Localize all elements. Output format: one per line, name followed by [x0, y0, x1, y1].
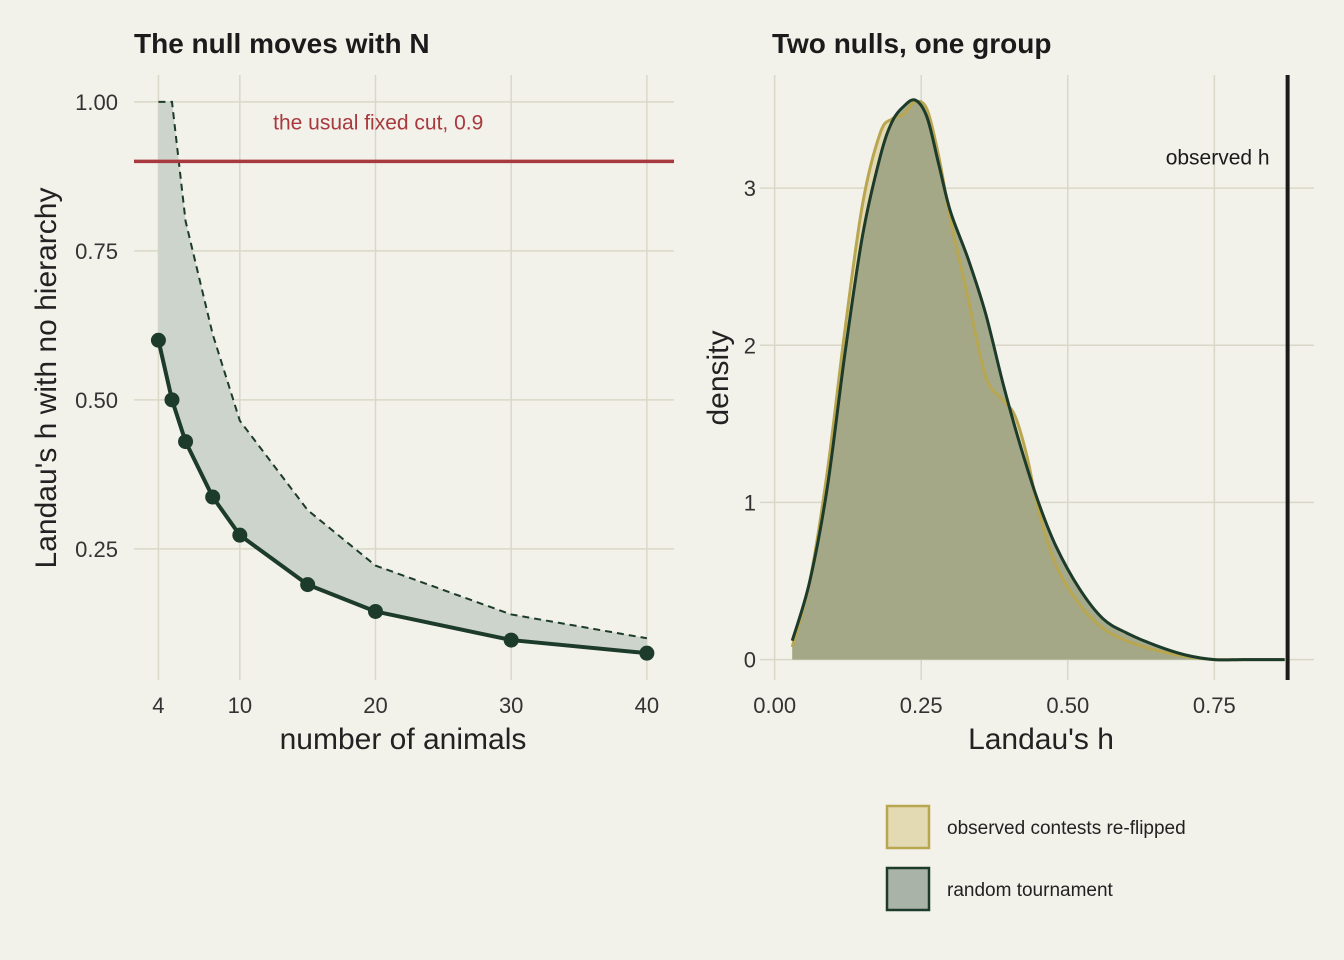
left-x-tick-label: 40 [635, 693, 659, 718]
legend-swatch-observed [885, 804, 931, 850]
density-line-random [790, 98, 1285, 662]
left-band-area [158, 101, 647, 654]
right-x-tick-label: 0.75 [1193, 693, 1236, 718]
left-x-tick-label: 10 [228, 693, 252, 718]
left-data-point [232, 527, 248, 543]
left-marks: the usual fixed cut, 0.9 [134, 100, 674, 661]
left-x-tick-label: 4 [152, 693, 164, 718]
left-tick-labels: 4 10 20 30 40 0.25 0.50 0.75 1.00 [75, 90, 659, 718]
right-y-tick-label: 2 [744, 333, 756, 358]
left-y-tick-label: 0.25 [75, 537, 118, 562]
right-panel: Two nulls, one group observed h 0.00 0.25… [702, 28, 1314, 756]
left-data-point [639, 645, 655, 661]
density-line-observed [790, 99, 1285, 662]
right-chart-title: Two nulls, one group [772, 28, 1051, 59]
left-upper-dashed-line [158, 100, 648, 640]
right-x-axis-title: Landau's h [968, 723, 1114, 756]
left-x-axis-title: number of animals [280, 723, 527, 756]
left-data-point [503, 632, 519, 648]
left-y-axis-title: Landau's h with no hierarchy [30, 188, 63, 569]
right-y-tick-label: 3 [744, 176, 756, 201]
right-x-tick-label: 0.00 [753, 693, 796, 718]
left-reference-label: the usual fixed cut, 0.9 [273, 111, 483, 134]
observed-h-label: observed h [1166, 147, 1270, 170]
right-marks: observed h [790, 75, 1290, 680]
right-x-tick-label: 0.50 [1046, 693, 1089, 718]
left-x-tick-label: 20 [363, 693, 387, 718]
right-tick-labels: 0.00 0.25 0.50 0.75 0 1 2 3 [744, 176, 1236, 718]
right-y-axis-title: density [702, 330, 735, 425]
left-panel: The null moves with N the usual fixed cu… [30, 28, 674, 756]
left-data-point [300, 577, 316, 593]
left-data-point [178, 434, 194, 450]
legend-swatch-random [885, 866, 931, 912]
density-area-random [792, 99, 1285, 660]
right-x-tick-label: 0.25 [900, 693, 943, 718]
left-chart-title: The null moves with N [134, 28, 430, 59]
left-y-tick-label: 0.75 [75, 239, 118, 264]
left-y-tick-label: 1.00 [75, 90, 118, 115]
left-data-point [205, 489, 221, 505]
legend-label-random: random tournament [947, 880, 1114, 901]
left-data-point [368, 603, 384, 619]
legend-label-observed: observed contests re-flipped [947, 818, 1186, 839]
right-y-tick-label: 1 [744, 490, 756, 515]
right-y-tick-label: 0 [744, 648, 756, 673]
left-data-point [150, 332, 166, 348]
legend: observed contests re-flipped random tour… [885, 804, 1186, 912]
left-y-tick-label: 0.50 [75, 388, 118, 413]
left-data-point [164, 392, 180, 408]
left-x-tick-label: 30 [499, 693, 523, 718]
